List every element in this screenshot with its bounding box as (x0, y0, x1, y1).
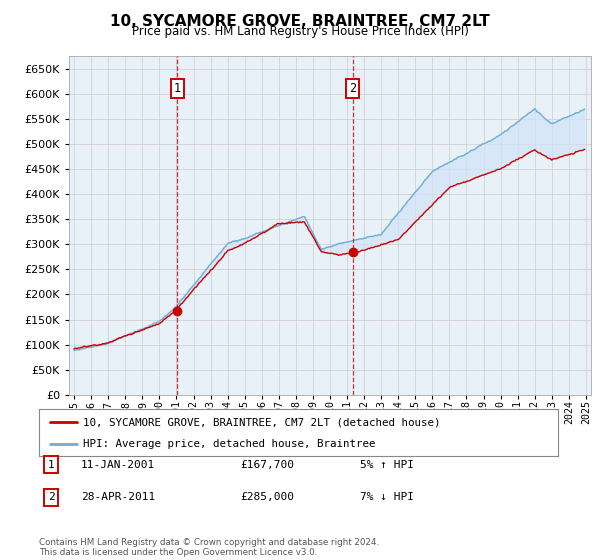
Text: Price paid vs. HM Land Registry's House Price Index (HPI): Price paid vs. HM Land Registry's House … (131, 25, 469, 38)
Text: 1: 1 (47, 460, 55, 470)
Text: 2: 2 (47, 492, 55, 502)
Text: Contains HM Land Registry data © Crown copyright and database right 2024.
This d: Contains HM Land Registry data © Crown c… (39, 538, 379, 557)
Text: HPI: Average price, detached house, Braintree: HPI: Average price, detached house, Brai… (83, 439, 376, 449)
Text: 10, SYCAMORE GROVE, BRAINTREE, CM7 2LT (detached house): 10, SYCAMORE GROVE, BRAINTREE, CM7 2LT (… (83, 417, 440, 427)
Text: £285,000: £285,000 (240, 492, 294, 502)
Text: 11-JAN-2001: 11-JAN-2001 (81, 460, 155, 470)
Text: £167,700: £167,700 (240, 460, 294, 470)
Text: 5% ↑ HPI: 5% ↑ HPI (360, 460, 414, 470)
Text: 28-APR-2011: 28-APR-2011 (81, 492, 155, 502)
Text: 10, SYCAMORE GROVE, BRAINTREE, CM7 2LT: 10, SYCAMORE GROVE, BRAINTREE, CM7 2LT (110, 14, 490, 29)
Text: 2: 2 (349, 82, 356, 95)
Text: 1: 1 (173, 82, 181, 95)
Text: 7% ↓ HPI: 7% ↓ HPI (360, 492, 414, 502)
